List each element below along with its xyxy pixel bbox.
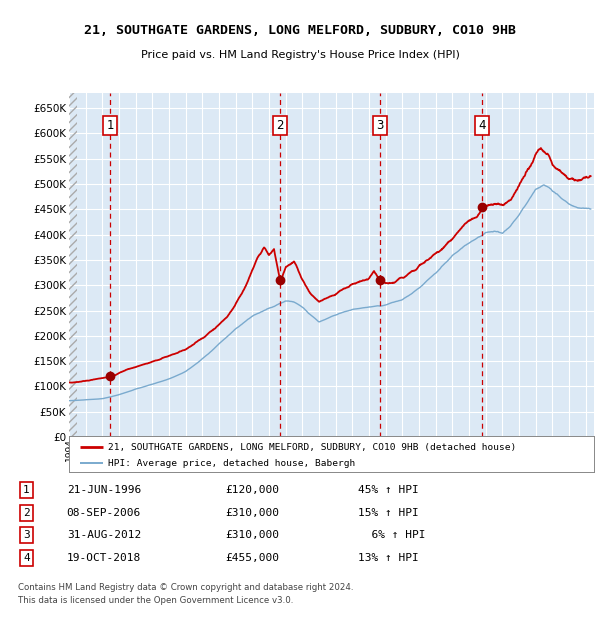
- Text: 2: 2: [23, 508, 30, 518]
- Text: 31-AUG-2012: 31-AUG-2012: [67, 530, 141, 540]
- Text: 3: 3: [23, 530, 30, 540]
- Text: £310,000: £310,000: [225, 530, 279, 540]
- Text: 3: 3: [376, 119, 383, 132]
- Text: 08-SEP-2006: 08-SEP-2006: [67, 508, 141, 518]
- Text: 45% ↑ HPI: 45% ↑ HPI: [358, 485, 418, 495]
- Text: £120,000: £120,000: [225, 485, 279, 495]
- Text: £310,000: £310,000: [225, 508, 279, 518]
- Text: Contains HM Land Registry data © Crown copyright and database right 2024.: Contains HM Land Registry data © Crown c…: [18, 583, 353, 592]
- Text: This data is licensed under the Open Government Licence v3.0.: This data is licensed under the Open Gov…: [18, 596, 293, 604]
- Text: 21, SOUTHGATE GARDENS, LONG MELFORD, SUDBURY, CO10 9HB: 21, SOUTHGATE GARDENS, LONG MELFORD, SUD…: [84, 25, 516, 37]
- Text: 1: 1: [23, 485, 30, 495]
- Text: 13% ↑ HPI: 13% ↑ HPI: [358, 553, 418, 563]
- Text: 21-JUN-1996: 21-JUN-1996: [67, 485, 141, 495]
- Text: 15% ↑ HPI: 15% ↑ HPI: [358, 508, 418, 518]
- Text: 6% ↑ HPI: 6% ↑ HPI: [358, 530, 425, 540]
- Text: 4: 4: [479, 119, 486, 132]
- Text: Price paid vs. HM Land Registry's House Price Index (HPI): Price paid vs. HM Land Registry's House …: [140, 50, 460, 60]
- Text: 1: 1: [106, 119, 114, 132]
- Text: 21, SOUTHGATE GARDENS, LONG MELFORD, SUDBURY, CO10 9HB (detached house): 21, SOUTHGATE GARDENS, LONG MELFORD, SUD…: [109, 443, 517, 452]
- Text: 19-OCT-2018: 19-OCT-2018: [67, 553, 141, 563]
- Bar: [69, 93, 77, 437]
- Text: HPI: Average price, detached house, Babergh: HPI: Average price, detached house, Babe…: [109, 459, 356, 467]
- Text: 4: 4: [23, 553, 30, 563]
- Text: 2: 2: [277, 119, 284, 132]
- Text: £455,000: £455,000: [225, 553, 279, 563]
